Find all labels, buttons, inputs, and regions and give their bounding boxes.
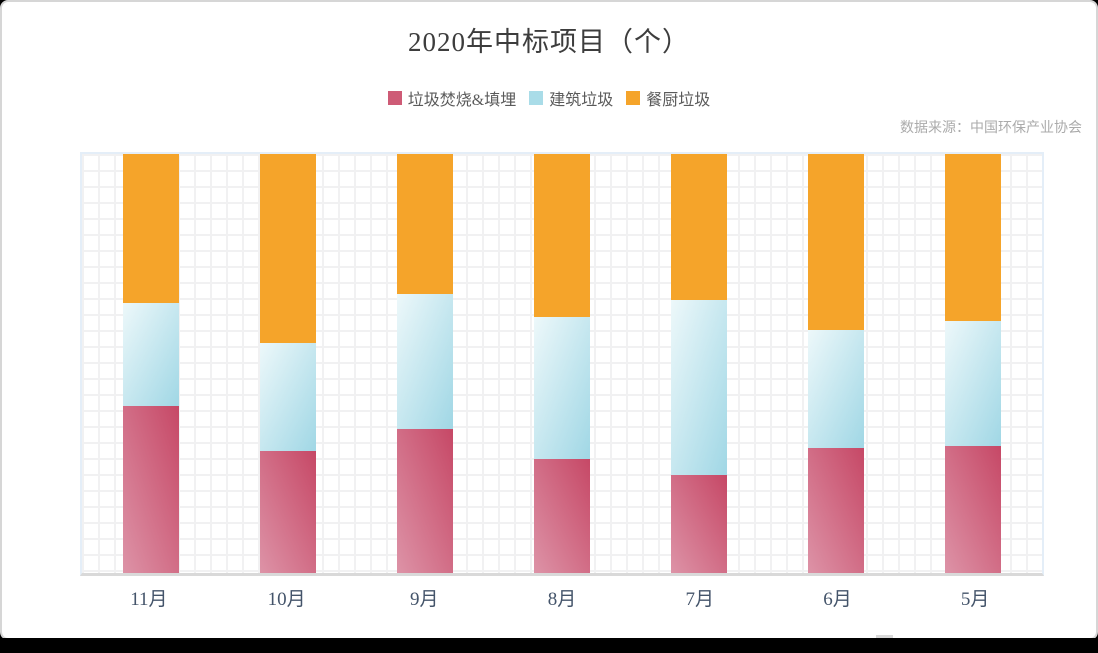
plot-area [80, 152, 1044, 576]
bar-segment-餐厨垃圾[interactable] [671, 154, 728, 301]
bar-segment-餐厨垃圾[interactable] [259, 154, 316, 343]
bar-5月 [945, 154, 1002, 573]
x-axis-label: 9月 [410, 589, 439, 610]
bar-segment-建筑垃圾[interactable] [945, 321, 1002, 446]
bar-segment-垃圾焚烧&填埋[interactable] [533, 458, 590, 573]
bar-segment-餐厨垃圾[interactable] [808, 154, 865, 330]
bar-7月 [671, 154, 728, 573]
bars-container [82, 154, 1042, 573]
bar-slot [905, 154, 1042, 573]
legend-item-label: 建筑垃圾 [549, 92, 614, 109]
legend-swatch-icon [387, 91, 402, 105]
resize-notch [876, 635, 893, 640]
bar-slot [219, 154, 356, 573]
bar-segment-建筑垃圾[interactable] [671, 300, 728, 475]
bar-9月 [396, 154, 453, 573]
data-source-note: 数据来源：中国环保产业协会 [900, 121, 1082, 136]
bar-10月 [259, 154, 316, 573]
bar-segment-垃圾焚烧&填埋[interactable] [808, 447, 865, 573]
bar-6月 [808, 154, 865, 573]
legend-item-label: 垃圾焚烧&填埋 [407, 92, 517, 109]
bar-segment-垃圾焚烧&填埋[interactable] [396, 428, 453, 573]
x-axis-label: 10月 [267, 589, 306, 610]
bar-segment-建筑垃圾[interactable] [122, 303, 179, 406]
legend-swatch-icon [626, 91, 641, 105]
bar-segment-餐厨垃圾[interactable] [396, 154, 453, 294]
x-axis-label: 5月 [960, 589, 990, 610]
x-axis-label: 8月 [547, 589, 577, 610]
x-axis-label: 11月 [130, 589, 168, 610]
bar-slot [768, 154, 905, 573]
x-axis-labels: 11月 10月 9月 8月 7月 6月 5月 [80, 584, 1044, 611]
bottom-strip [0, 638, 1098, 653]
legend-item[interactable]: 垃圾焚烧&填埋 [387, 86, 517, 110]
chart-title: 2020年中标项目（个） [408, 27, 690, 57]
bar-segment-建筑垃圾[interactable] [396, 293, 453, 429]
legend-swatch-icon [529, 91, 544, 105]
x-axis-label: 7月 [685, 589, 714, 610]
bar-slot [631, 154, 768, 573]
bar-segment-垃圾焚烧&填埋[interactable] [671, 474, 728, 573]
bar-slot [493, 154, 630, 573]
legend: 垃圾焚烧&填埋 建筑垃圾 餐厨垃圾 [2, 86, 1096, 110]
bar-slot [82, 154, 219, 573]
bar-segment-建筑垃圾[interactable] [533, 317, 590, 459]
legend-item[interactable]: 建筑垃圾 [529, 86, 613, 110]
bar-segment-餐厨垃圾[interactable] [945, 154, 1002, 322]
bar-segment-餐厨垃圾[interactable] [533, 154, 590, 318]
bar-segment-建筑垃圾[interactable] [808, 329, 865, 448]
bar-8月 [533, 154, 590, 573]
bar-11月 [122, 154, 179, 573]
bar-segment-建筑垃圾[interactable] [259, 342, 316, 452]
legend-item-label: 餐厨垃圾 [646, 92, 711, 109]
bar-slot [356, 154, 493, 573]
bar-segment-垃圾焚烧&填埋[interactable] [122, 405, 179, 573]
x-axis-label: 6月 [823, 589, 852, 610]
bar-segment-垃圾焚烧&填埋[interactable] [945, 445, 1002, 573]
bar-segment-餐厨垃圾[interactable] [122, 154, 179, 304]
bar-segment-垃圾焚烧&填埋[interactable] [259, 451, 316, 573]
legend-item[interactable]: 餐厨垃圾 [626, 86, 710, 110]
